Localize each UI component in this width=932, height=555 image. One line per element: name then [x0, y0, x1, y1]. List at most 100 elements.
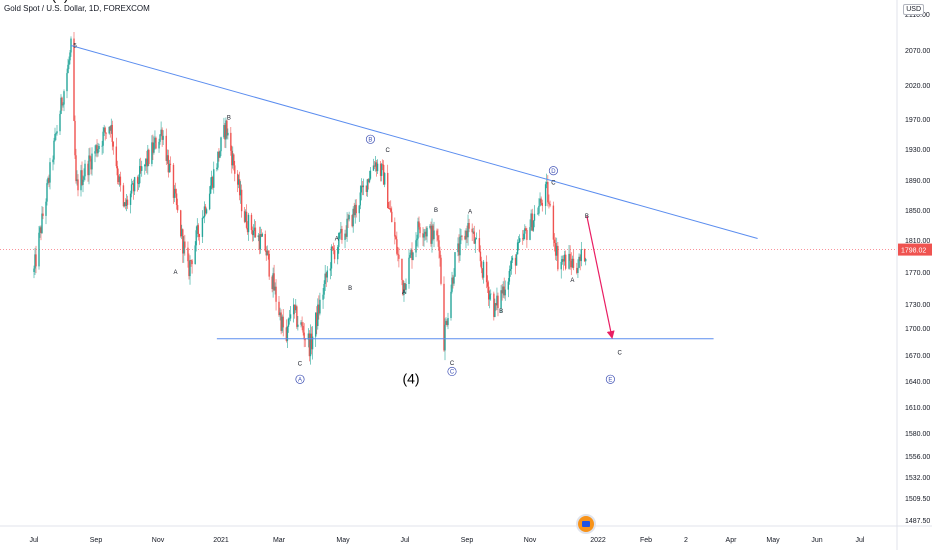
candle: [188, 253, 190, 280]
candle-body: [90, 158, 92, 170]
candle: [361, 181, 364, 196]
candle-body: [151, 142, 153, 164]
candle-body: [481, 268, 484, 278]
wave-label-circled[interactable]: C: [447, 366, 457, 377]
candle: [158, 138, 160, 153]
currency-badge[interactable]: USD: [903, 4, 924, 15]
candle-body: [145, 158, 147, 165]
candle: [230, 127, 232, 156]
wave-label[interactable]: B: [227, 116, 231, 122]
candle: [292, 298, 295, 323]
candle: [331, 246, 334, 252]
candle-body: [408, 257, 410, 285]
candle: [426, 226, 428, 243]
wave-label[interactable]: B: [348, 286, 352, 292]
candle-body: [570, 260, 572, 268]
candle: [351, 214, 353, 228]
candle-body: [196, 225, 198, 231]
candle-body: [395, 236, 397, 240]
trendline[interactable]: [70, 45, 758, 239]
wave-label-circle-shape: [605, 374, 615, 384]
candle-body: [147, 149, 149, 167]
wave-label-circled[interactable]: E: [605, 374, 615, 384]
candle: [570, 252, 572, 276]
wave-label[interactable]: C: [386, 148, 391, 154]
candle-body: [87, 163, 89, 176]
candle-body: [216, 167, 218, 170]
candle-body: [382, 164, 385, 185]
candle: [368, 170, 371, 184]
candle: [294, 304, 296, 319]
candle: [202, 215, 205, 219]
candle: [478, 229, 481, 253]
wave-degree-label[interactable]: (3): [51, 0, 68, 3]
candle: [517, 236, 520, 251]
price-axis[interactable]: 2110.00 2070.00 2020.00 1970.00 1930.00 1890.…: [896, 0, 930, 550]
wave-label[interactable]: C: [551, 180, 556, 186]
candle: [526, 227, 528, 248]
candle: [160, 121, 162, 137]
candle-body: [96, 145, 98, 154]
candle: [422, 227, 424, 246]
wave-degree-label[interactable]: (4): [402, 370, 419, 386]
wave-label[interactable]: A: [468, 210, 472, 216]
time-axis[interactable]: Jul Sep Nov 2021 Mar May Jul Sep Nov 2022 Feb 2 Apr M…: [0, 525, 932, 544]
tradingview-logo-icon[interactable]: [576, 514, 596, 534]
candle: [494, 298, 496, 318]
wave-label[interactable]: C: [618, 350, 623, 356]
candle: [347, 213, 349, 228]
candle-body: [211, 177, 213, 186]
candle-body: [391, 211, 393, 223]
wave-label[interactable]: A: [402, 290, 406, 296]
candle-body: [266, 250, 268, 256]
candle: [518, 234, 521, 244]
candle-body: [294, 304, 296, 311]
projection-arrow[interactable]: [586, 215, 615, 339]
candle: [307, 328, 310, 348]
candle-body: [268, 253, 270, 277]
candle-body: [533, 213, 536, 221]
candle-body: [309, 333, 312, 357]
candle: [300, 320, 302, 328]
candle-body: [549, 203, 551, 206]
candle: [504, 280, 506, 301]
candle: [339, 231, 341, 239]
candle-body: [287, 318, 290, 327]
wave-label[interactable]: B: [585, 214, 589, 220]
candle: [487, 280, 490, 306]
candle: [445, 317, 447, 325]
candle: [187, 241, 189, 268]
candle: [153, 136, 155, 155]
candle: [201, 210, 204, 243]
candle: [42, 206, 44, 220]
candle-body: [525, 228, 527, 231]
wave-label[interactable]: B: [434, 208, 438, 214]
candle: [532, 220, 535, 232]
candle: [358, 205, 360, 222]
candle: [338, 232, 340, 254]
wave-label[interactable]: A: [570, 278, 574, 284]
candle-body: [205, 209, 208, 214]
candle: [467, 214, 469, 246]
wave-label[interactable]: C: [298, 362, 303, 368]
candle-body: [396, 239, 398, 254]
candle: [282, 308, 284, 337]
wave-label[interactable]: C: [450, 361, 455, 367]
x-tick-label: May: [336, 537, 350, 544]
wave-label[interactable]: B: [499, 309, 503, 315]
candle: [390, 200, 392, 213]
y-tick-label: 2020.00: [905, 83, 930, 90]
wave-label[interactable]: A: [335, 237, 339, 243]
wave-label-circled[interactable]: A: [295, 374, 305, 384]
wave-label-circled[interactable]: B: [365, 134, 375, 144]
wave-label-circled[interactable]: D: [548, 166, 558, 176]
candle: [397, 246, 399, 262]
wave-label[interactable]: 5: [73, 44, 77, 50]
candle-body: [577, 267, 579, 273]
candle: [514, 254, 517, 275]
candle: [431, 218, 433, 253]
candle: [403, 281, 405, 302]
wave-label[interactable]: A: [174, 270, 178, 276]
